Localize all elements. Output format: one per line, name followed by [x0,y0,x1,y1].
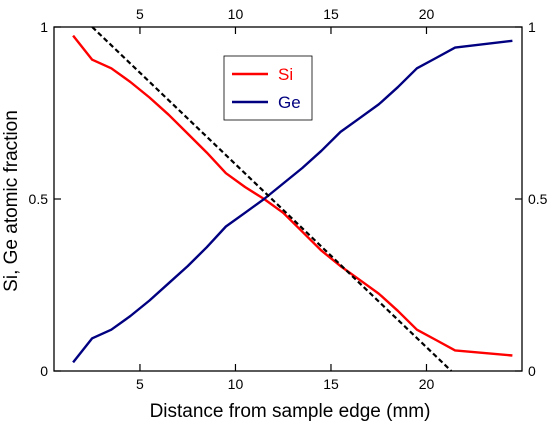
x-tick-label-bottom: 5 [136,376,144,392]
y-axis-label: Si, Ge atomic fraction [1,110,22,292]
legend-box [223,55,313,121]
x-tick-label-bottom: 15 [323,376,339,392]
dashed-reference-line [91,26,453,372]
x-tick-label-bottom: 20 [419,376,435,392]
x-axis-label: Distance from sample edge (mm) [150,401,431,422]
series-line-ge [72,39,513,364]
y-tick-label-right: 0.5 [528,191,548,207]
y-tick-label-right: 1 [528,19,536,35]
y-tick-label-left: 0.5 [29,191,49,207]
x-tick-label-top: 10 [228,6,244,22]
ticks: 5 5 10 10 15 15 20 20 0 0 0.5 0.5 1 1 [29,6,548,392]
y-tick-label-right: 0 [528,363,536,379]
legend-label-ge: Ge [278,93,301,112]
legend: Si Ge [223,55,313,121]
y-tick-label-left: 1 [40,19,48,35]
y-tick-label-left: 0 [40,363,48,379]
x-tick-label-top: 5 [136,6,144,22]
x-tick-label-bottom: 10 [228,376,244,392]
x-tick-label-top: 15 [323,6,339,22]
series-lines [72,26,513,372]
legend-label-si: Si [278,65,293,84]
series-line-si [72,34,513,357]
x-tick-label-top: 20 [419,6,435,22]
